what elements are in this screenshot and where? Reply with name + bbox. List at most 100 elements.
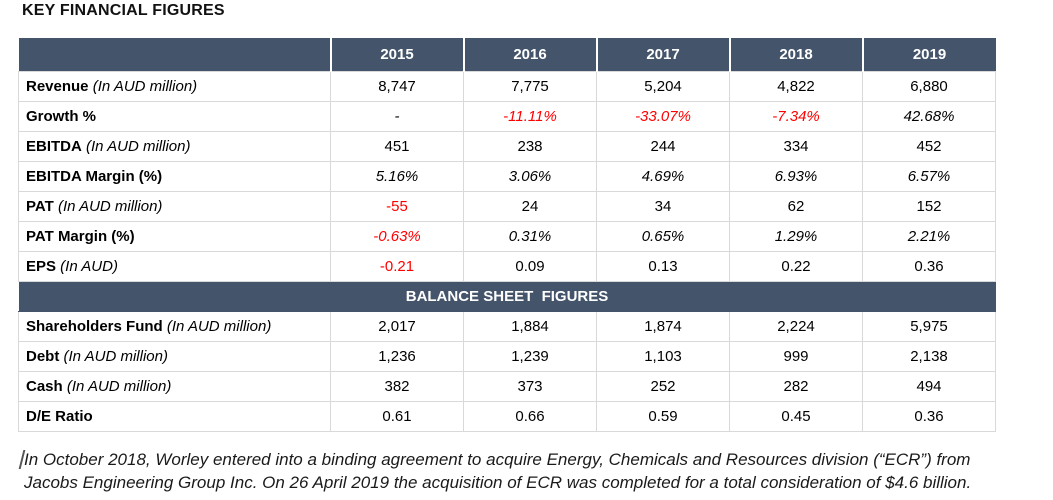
value-cell: 62 [729,190,863,222]
row-label: D/E Ratio [26,407,93,425]
value-cell: 42.68% [862,100,996,132]
row-label: EBITDA [26,137,82,155]
value-cell: 382 [330,370,464,402]
row-label: EPS [26,257,57,275]
value-cell: -33.07% [596,100,730,132]
value-cell: 6,880 [862,70,996,102]
table-row: PAT (In AUD million) -55 24 34 62 152 [18,190,996,222]
value-cell: 0.09 [463,250,597,282]
table-row: EPS (In AUD) -0.21 0.09 0.13 0.22 0.36 [18,250,996,282]
value-cell: 0.59 [596,400,730,432]
row-label: EBITDA Margin (%) [26,167,163,185]
footnote-line-1: In October 2018, Worley entered into a b… [24,450,971,469]
value-cell: 282 [729,370,863,402]
row-label: PAT Margin (%) [26,227,135,245]
value-cell: -0.21 [330,250,464,282]
value-cell: 4.69% [596,160,730,192]
row-label-cell: PAT (In AUD million) [18,190,331,222]
year-header-row: 2015 2016 2017 2018 2019 [18,38,996,71]
value-cell: 5.16% [330,160,464,192]
row-label-cell: Shareholders Fund (In AUD million) [18,310,331,342]
row-label-cell: EBITDA Margin (%) [18,160,331,192]
row-unit: (In AUD million) [162,317,272,335]
value-cell: 6.57% [862,160,996,192]
balance-sheet-section-row: BALANCE SHEET FIGURES [18,280,996,312]
value-cell: 238 [463,130,597,162]
row-unit: (In AUD million) [53,197,163,215]
value-cell: 5,975 [862,310,996,342]
value-cell: 1.29% [729,220,863,252]
year-header-2019: 2019 [861,38,996,71]
year-header-2015: 2015 [329,38,464,71]
table-row: EBITDA Margin (%) 5.16% 3.06% 4.69% 6.93% 6.5… [18,160,996,192]
table-row: PAT Margin (%) -0.63% 0.31% 0.65% 1.29% 2.21% [18,220,996,252]
table-row: Shareholders Fund (In AUD million) 2,017 1… [18,310,996,342]
value-cell: 0.13 [596,250,730,282]
table-row: Debt (In AUD million) 1,236 1,239 1,103 999 2… [18,340,996,372]
value-cell: 0.36 [862,250,996,282]
row-label: PAT [26,197,54,215]
value-cell: 1,236 [330,340,464,372]
row-label-cell: PAT Margin (%) [18,220,331,252]
row-label-cell: Cash (In AUD million) [18,370,331,402]
footnote-line-2: Jacobs Engineering Group Inc. On 26 Apri… [24,473,972,492]
row-label-cell: EBITDA (In AUD million) [18,130,331,162]
financial-figures-table: 2015 2016 2017 2018 2019 Revenue (In AUD… [18,38,996,432]
value-cell: 999 [729,340,863,372]
value-cell: 373 [463,370,597,402]
value-cell: 6.93% [729,160,863,192]
row-label-cell: Growth % [18,100,331,132]
value-cell: 0.61 [330,400,464,432]
value-cell: 451 [330,130,464,162]
value-cell: 244 [596,130,730,162]
value-cell: 5,204 [596,70,730,102]
row-unit: (In AUD) [56,257,118,275]
table-row: EBITDA (In AUD million) 451 238 244 334 452 [18,130,996,162]
value-cell: 2,224 [729,310,863,342]
table-row: Cash (In AUD million) 382 373 252 282 494 [18,370,996,402]
row-unit: (In AUD million) [59,347,168,365]
row-label-cell: Debt (In AUD million) [18,340,331,372]
value-cell: 494 [862,370,996,402]
value-cell: 0.22 [729,250,863,282]
balance-sheet-section-header: BALANCE SHEET FIGURES [18,280,996,312]
footnote: In October 2018, Worley entered into a b… [24,448,1049,494]
value-cell: 0.45 [729,400,863,432]
value-cell: 1,884 [463,310,597,342]
value-cell: 0.36 [862,400,996,432]
row-label-cell: D/E Ratio [18,400,331,432]
page-title: KEY FINANCIAL FIGURES [22,2,225,19]
year-header-2016: 2016 [462,38,597,71]
corner-cell [18,38,331,71]
value-cell: 0.65% [596,220,730,252]
row-unit: (In AUD million) [81,137,191,155]
value-cell: -11.11% [463,100,597,132]
row-label-cell: EPS (In AUD) [18,250,331,282]
value-cell: 2,138 [862,340,996,372]
row-label: Growth % [26,107,96,125]
value-cell: 34 [596,190,730,222]
value-cell: 24 [463,190,597,222]
value-cell: 7,775 [463,70,597,102]
row-unit: (In AUD million) [88,77,198,95]
table-row: D/E Ratio 0.61 0.66 0.59 0.45 0.36 [18,400,996,432]
value-cell: 1,874 [596,310,730,342]
value-cell: 334 [729,130,863,162]
value-cell: -7.34% [729,100,863,132]
row-label: Cash [26,377,63,395]
value-cell: 3.06% [463,160,597,192]
table-row: Revenue (In AUD million) 8,747 7,775 5,204 4… [18,70,996,102]
value-cell: 1,103 [596,340,730,372]
value-cell: 8,747 [330,70,464,102]
row-label: Shareholders Fund [26,317,163,335]
value-cell: 0.31% [463,220,597,252]
value-cell: -55 [330,190,464,222]
row-label: Revenue [26,77,89,95]
value-cell: 152 [862,190,996,222]
year-header-2018: 2018 [728,38,863,71]
row-unit: (In AUD million) [62,377,172,395]
value-cell: 2,017 [330,310,464,342]
value-cell: 452 [862,130,996,162]
table-row: Growth % - -11.11% -33.07% -7.34% 42.68% [18,100,996,132]
value-cell: 1,239 [463,340,597,372]
